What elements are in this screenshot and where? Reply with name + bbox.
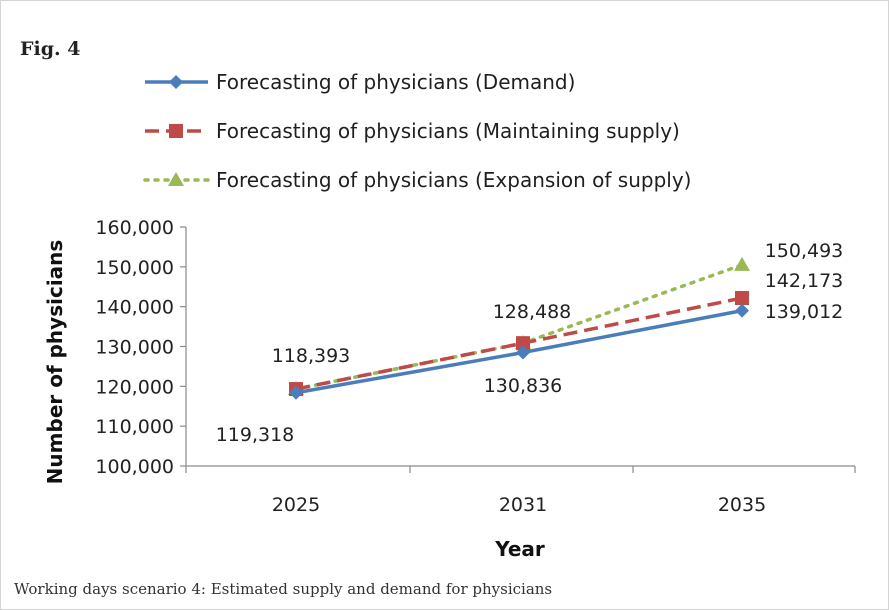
legend-marker xyxy=(168,172,184,186)
data-label: 128,488 xyxy=(493,301,572,323)
legend-marker xyxy=(169,75,183,89)
y-tick-label: 130,000 xyxy=(95,337,174,359)
y-tick-label: 110,000 xyxy=(95,416,174,438)
axes xyxy=(180,226,856,473)
series-line xyxy=(294,263,744,391)
series-group xyxy=(288,256,750,400)
data-point xyxy=(516,336,530,351)
y-axis-title: Number of physicians xyxy=(43,240,67,485)
data-label: 130,836 xyxy=(484,375,563,397)
data-label: 119,318 xyxy=(216,424,295,446)
y-tick-label: 140,000 xyxy=(95,297,174,319)
data-point xyxy=(735,303,749,318)
y-tick-label: 120,000 xyxy=(95,376,174,398)
y-tick-label: 160,000 xyxy=(95,217,174,239)
data-point xyxy=(734,256,750,271)
series-line-group xyxy=(289,303,749,400)
legend-item: Forecasting of physicians (Expansion of … xyxy=(143,168,691,192)
legend-marker xyxy=(169,124,183,138)
line-chart: Forecasting of physicians (Demand) Foreca… xyxy=(43,70,856,561)
figure-caption: Working days scenario 4: Estimated suppl… xyxy=(14,580,553,598)
x-axis-title: Year xyxy=(494,537,545,561)
data-point xyxy=(289,385,303,400)
data-point xyxy=(516,345,530,360)
x-tick-label: 2035 xyxy=(718,494,766,516)
x-tick-label: 2025 xyxy=(272,494,320,516)
legend-item: Forecasting of physicians (Maintaining s… xyxy=(145,119,680,143)
x-tick-label: 2031 xyxy=(499,494,547,516)
figure-label: Fig. 4 xyxy=(20,38,81,60)
legend-label: Forecasting of physicians (Expansion of … xyxy=(216,168,691,192)
data-label: 142,173 xyxy=(765,270,844,292)
data-label: 150,493 xyxy=(765,240,844,262)
x-tick-labels: 2025 2031 2035 xyxy=(272,494,766,516)
data-point xyxy=(735,291,749,306)
legend-label: Forecasting of physicians (Demand) xyxy=(216,70,575,94)
legend: Forecasting of physicians (Demand) Foreca… xyxy=(143,70,691,192)
y-tick-labels: 100,000 110,000 120,000 130,000 140,000 150,0… xyxy=(95,217,174,478)
legend-item: Forecasting of physicians (Demand) xyxy=(145,70,575,94)
y-tick-label: 150,000 xyxy=(95,257,174,279)
data-label: 118,393 xyxy=(272,345,351,367)
data-labels: 118,393 119,318 128,488 130,836 150,493 142,1… xyxy=(216,240,844,446)
legend-label: Forecasting of physicians (Maintaining s… xyxy=(216,119,680,143)
data-label: 139,012 xyxy=(765,301,844,323)
y-tick-label: 100,000 xyxy=(95,456,174,478)
